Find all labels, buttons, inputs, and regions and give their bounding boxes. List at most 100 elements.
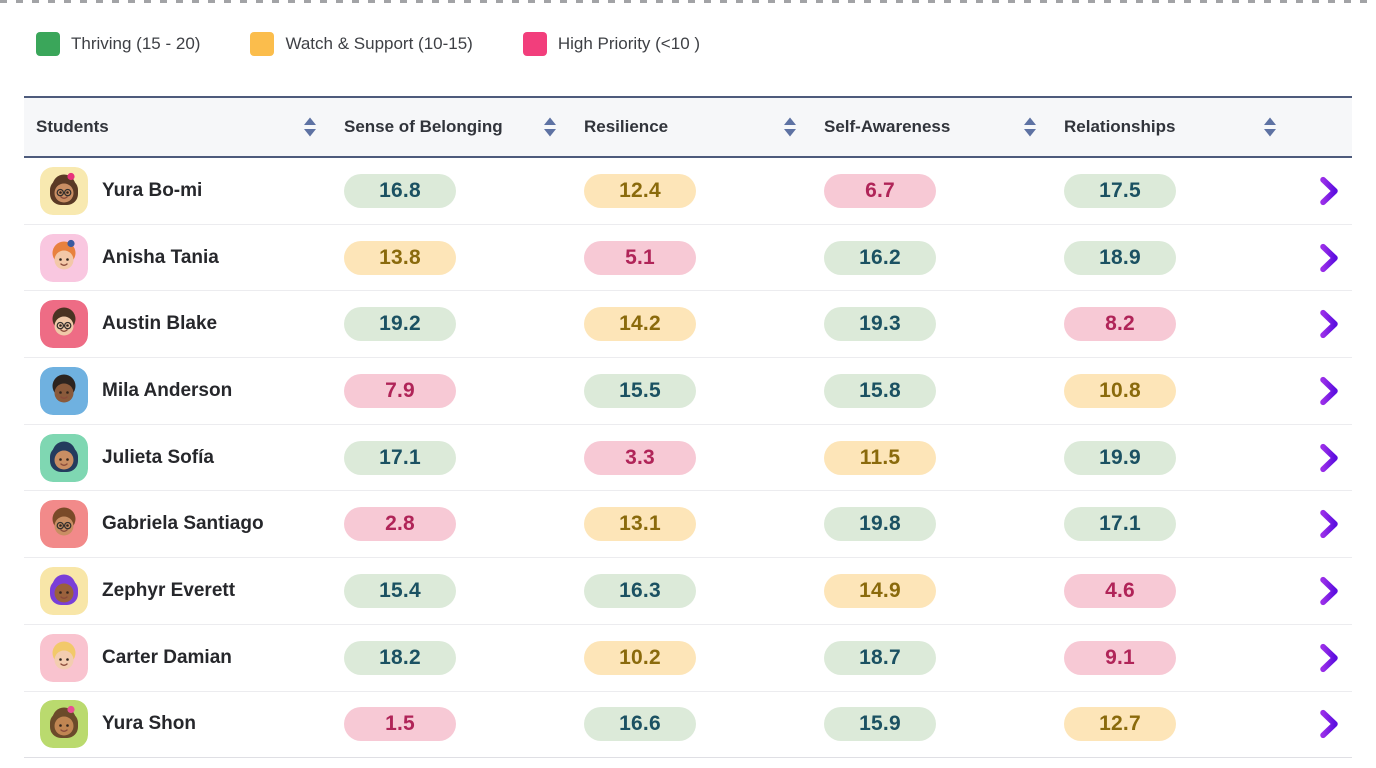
student-name: Austin Blake bbox=[102, 313, 218, 335]
column-header-label: Relationships bbox=[1064, 117, 1176, 136]
score-cell: 13.1 bbox=[570, 491, 810, 557]
row-action-cell bbox=[1290, 291, 1352, 357]
score-cell: 16.6 bbox=[570, 692, 810, 758]
score-pill-watch: 13.1 bbox=[584, 507, 696, 542]
column-header-resilience[interactable]: Resilience bbox=[570, 98, 810, 156]
score-cell: 17.1 bbox=[1050, 491, 1290, 557]
arrow-right-icon[interactable] bbox=[1299, 175, 1343, 207]
score-cell: 15.5 bbox=[570, 358, 810, 424]
score-pill-thriving: 18.7 bbox=[824, 640, 936, 675]
column-header-sense-of-belonging[interactable]: Sense of Belonging bbox=[330, 98, 570, 156]
score-cell: 10.2 bbox=[570, 625, 810, 691]
arrow-right-icon[interactable] bbox=[1299, 708, 1343, 740]
score-cell: 19.8 bbox=[810, 491, 1050, 557]
score-pill-thriving: 15.8 bbox=[824, 373, 936, 408]
arrow-right-icon[interactable] bbox=[1299, 375, 1343, 407]
student-cell: Julieta Sofía bbox=[24, 425, 330, 491]
score-cell: 5.1 bbox=[570, 225, 810, 291]
student-avatar bbox=[40, 166, 88, 215]
score-cell: 18.2 bbox=[330, 625, 570, 691]
column-header-students[interactable]: Students bbox=[24, 98, 330, 156]
row-action-cell bbox=[1290, 158, 1352, 224]
student-row[interactable]: Julieta Sofía 17.1 3.3 11.5 19.9 bbox=[24, 425, 1352, 492]
student-avatar bbox=[40, 233, 88, 282]
score-cell: 19.9 bbox=[1050, 425, 1290, 491]
score-cell: 8.2 bbox=[1050, 291, 1290, 357]
arrow-right-icon[interactable] bbox=[1299, 508, 1343, 540]
legend-label: Watch & Support (10-15) bbox=[285, 34, 473, 53]
score-pill-watch: 14.2 bbox=[584, 307, 696, 342]
score-cell: 15.8 bbox=[810, 358, 1050, 424]
column-header-self-awareness[interactable]: Self-Awareness bbox=[810, 98, 1050, 156]
student-cell: Gabriela Santiago bbox=[24, 491, 330, 557]
student-row[interactable]: Yura Bo-mi 16.8 12.4 6.7 17.5 bbox=[24, 158, 1352, 225]
student-row[interactable]: Gabriela Santiago 2.8 13.1 19.8 17.1 bbox=[24, 491, 1352, 559]
student-row[interactable]: Yura Shon 1.5 16.6 15.9 12.7 bbox=[24, 692, 1352, 759]
sort-icon[interactable] bbox=[543, 117, 557, 137]
student-name: Yura Bo-mi bbox=[102, 179, 203, 201]
arrow-right-icon[interactable] bbox=[1299, 642, 1343, 674]
cropped-row-artifact bbox=[0, 0, 1376, 3]
score-cell: 16.2 bbox=[810, 225, 1050, 291]
legend-swatch-icon bbox=[250, 32, 275, 56]
student-row[interactable]: Mila Anderson 7.9 15.5 15.8 10.8 bbox=[24, 358, 1352, 425]
sort-icon[interactable] bbox=[303, 117, 317, 137]
score-cell: 3.3 bbox=[570, 425, 810, 491]
score-pill-thriving: 15.5 bbox=[584, 373, 696, 408]
legend-item: Thriving (15 - 20) bbox=[36, 32, 200, 56]
student-avatar bbox=[40, 366, 88, 415]
score-pill-watch: 13.8 bbox=[344, 240, 456, 275]
legend-item: Watch & Support (10-15) bbox=[250, 32, 473, 56]
score-cell: 7.9 bbox=[330, 358, 570, 424]
student-row[interactable]: Austin Blake 19.2 14.2 19.3 8.2 bbox=[24, 291, 1352, 359]
score-cell: 13.8 bbox=[330, 225, 570, 291]
sort-icon[interactable] bbox=[1263, 117, 1277, 137]
score-cell: 19.3 bbox=[810, 291, 1050, 357]
student-cell: Mila Anderson bbox=[24, 358, 330, 424]
row-action-cell bbox=[1290, 225, 1352, 291]
student-row[interactable]: Carter Damian 18.2 10.2 18.7 9.1 bbox=[24, 625, 1352, 692]
sort-icon[interactable] bbox=[783, 117, 797, 137]
score-cell: 14.2 bbox=[570, 291, 810, 357]
student-cell: Zephyr Everett bbox=[24, 558, 330, 624]
score-pill-priority: 9.1 bbox=[1064, 640, 1176, 675]
score-cell: 16.8 bbox=[330, 158, 570, 224]
student-avatar bbox=[40, 566, 88, 615]
column-header-relationships[interactable]: Relationships bbox=[1050, 98, 1290, 156]
student-cell: Carter Damian bbox=[24, 625, 330, 691]
arrow-right-icon[interactable] bbox=[1299, 575, 1343, 607]
arrow-right-icon[interactable] bbox=[1299, 308, 1343, 340]
table-body: Yura Bo-mi 16.8 12.4 6.7 17.5 bbox=[24, 158, 1352, 759]
score-pill-priority: 7.9 bbox=[344, 373, 456, 408]
score-cell: 12.7 bbox=[1050, 692, 1290, 758]
score-cell: 10.8 bbox=[1050, 358, 1290, 424]
score-pill-watch: 10.2 bbox=[584, 640, 696, 675]
score-pill-priority: 5.1 bbox=[584, 240, 696, 275]
score-cell: 4.6 bbox=[1050, 558, 1290, 624]
student-name: Julieta Sofía bbox=[102, 446, 214, 468]
score-cell: 11.5 bbox=[810, 425, 1050, 491]
score-pill-thriving: 17.1 bbox=[344, 440, 456, 475]
student-row[interactable]: Anisha Tania 13.8 5.1 16.2 18.9 bbox=[24, 225, 1352, 292]
student-cell: Anisha Tania bbox=[24, 225, 330, 291]
score-pill-thriving: 19.2 bbox=[344, 307, 456, 342]
score-pill-priority: 8.2 bbox=[1064, 307, 1176, 342]
score-cell: 1.5 bbox=[330, 692, 570, 758]
legend-item: High Priority (<10 ) bbox=[522, 32, 700, 56]
arrow-right-icon[interactable] bbox=[1299, 242, 1343, 274]
score-cell: 15.4 bbox=[330, 558, 570, 624]
arrow-right-icon[interactable] bbox=[1299, 442, 1343, 474]
sort-icon[interactable] bbox=[1023, 117, 1037, 137]
score-cell: 16.3 bbox=[570, 558, 810, 624]
student-cell: Yura Shon bbox=[24, 692, 330, 758]
score-pill-thriving: 19.9 bbox=[1064, 440, 1176, 475]
score-cell: 18.9 bbox=[1050, 225, 1290, 291]
score-pill-watch: 12.7 bbox=[1064, 707, 1176, 742]
student-row[interactable]: Zephyr Everett 15.4 16.3 14.9 4.6 bbox=[24, 558, 1352, 625]
student-name: Mila Anderson bbox=[102, 379, 233, 401]
student-avatar bbox=[40, 633, 88, 682]
score-pill-thriving: 18.9 bbox=[1064, 240, 1176, 275]
row-action-cell bbox=[1290, 425, 1352, 491]
row-action-cell bbox=[1290, 558, 1352, 624]
score-cell: 14.9 bbox=[810, 558, 1050, 624]
